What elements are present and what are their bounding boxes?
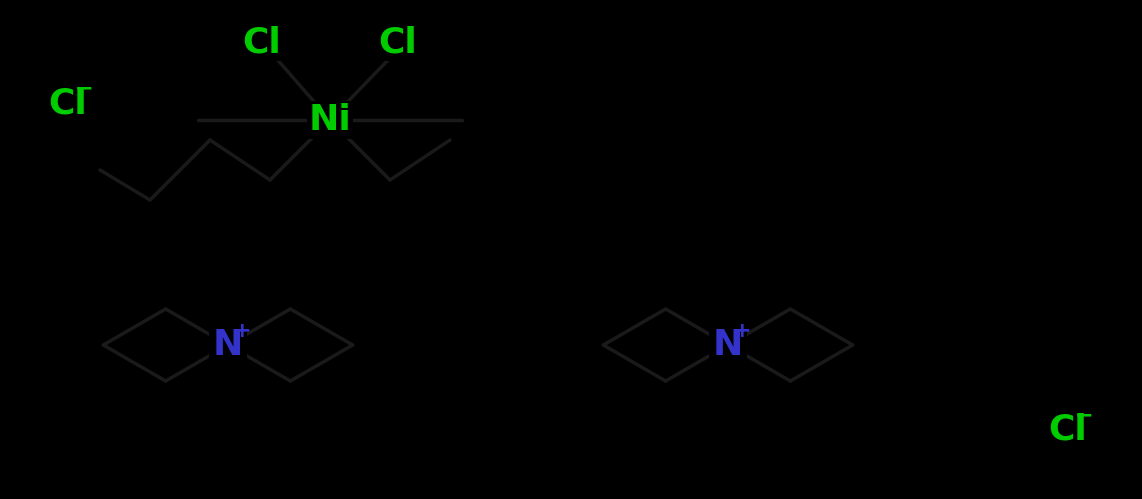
Text: Cl: Cl xyxy=(49,86,88,120)
Text: N: N xyxy=(713,328,743,362)
Text: +: + xyxy=(233,321,251,341)
Text: N: N xyxy=(212,328,243,362)
Text: −: − xyxy=(74,79,93,99)
Text: Cl: Cl xyxy=(379,25,417,59)
Text: +: + xyxy=(733,321,751,341)
Text: −: − xyxy=(1075,406,1093,426)
Text: Ni: Ni xyxy=(308,103,352,137)
Text: Cl: Cl xyxy=(1048,413,1087,447)
Text: Cl: Cl xyxy=(242,25,281,59)
